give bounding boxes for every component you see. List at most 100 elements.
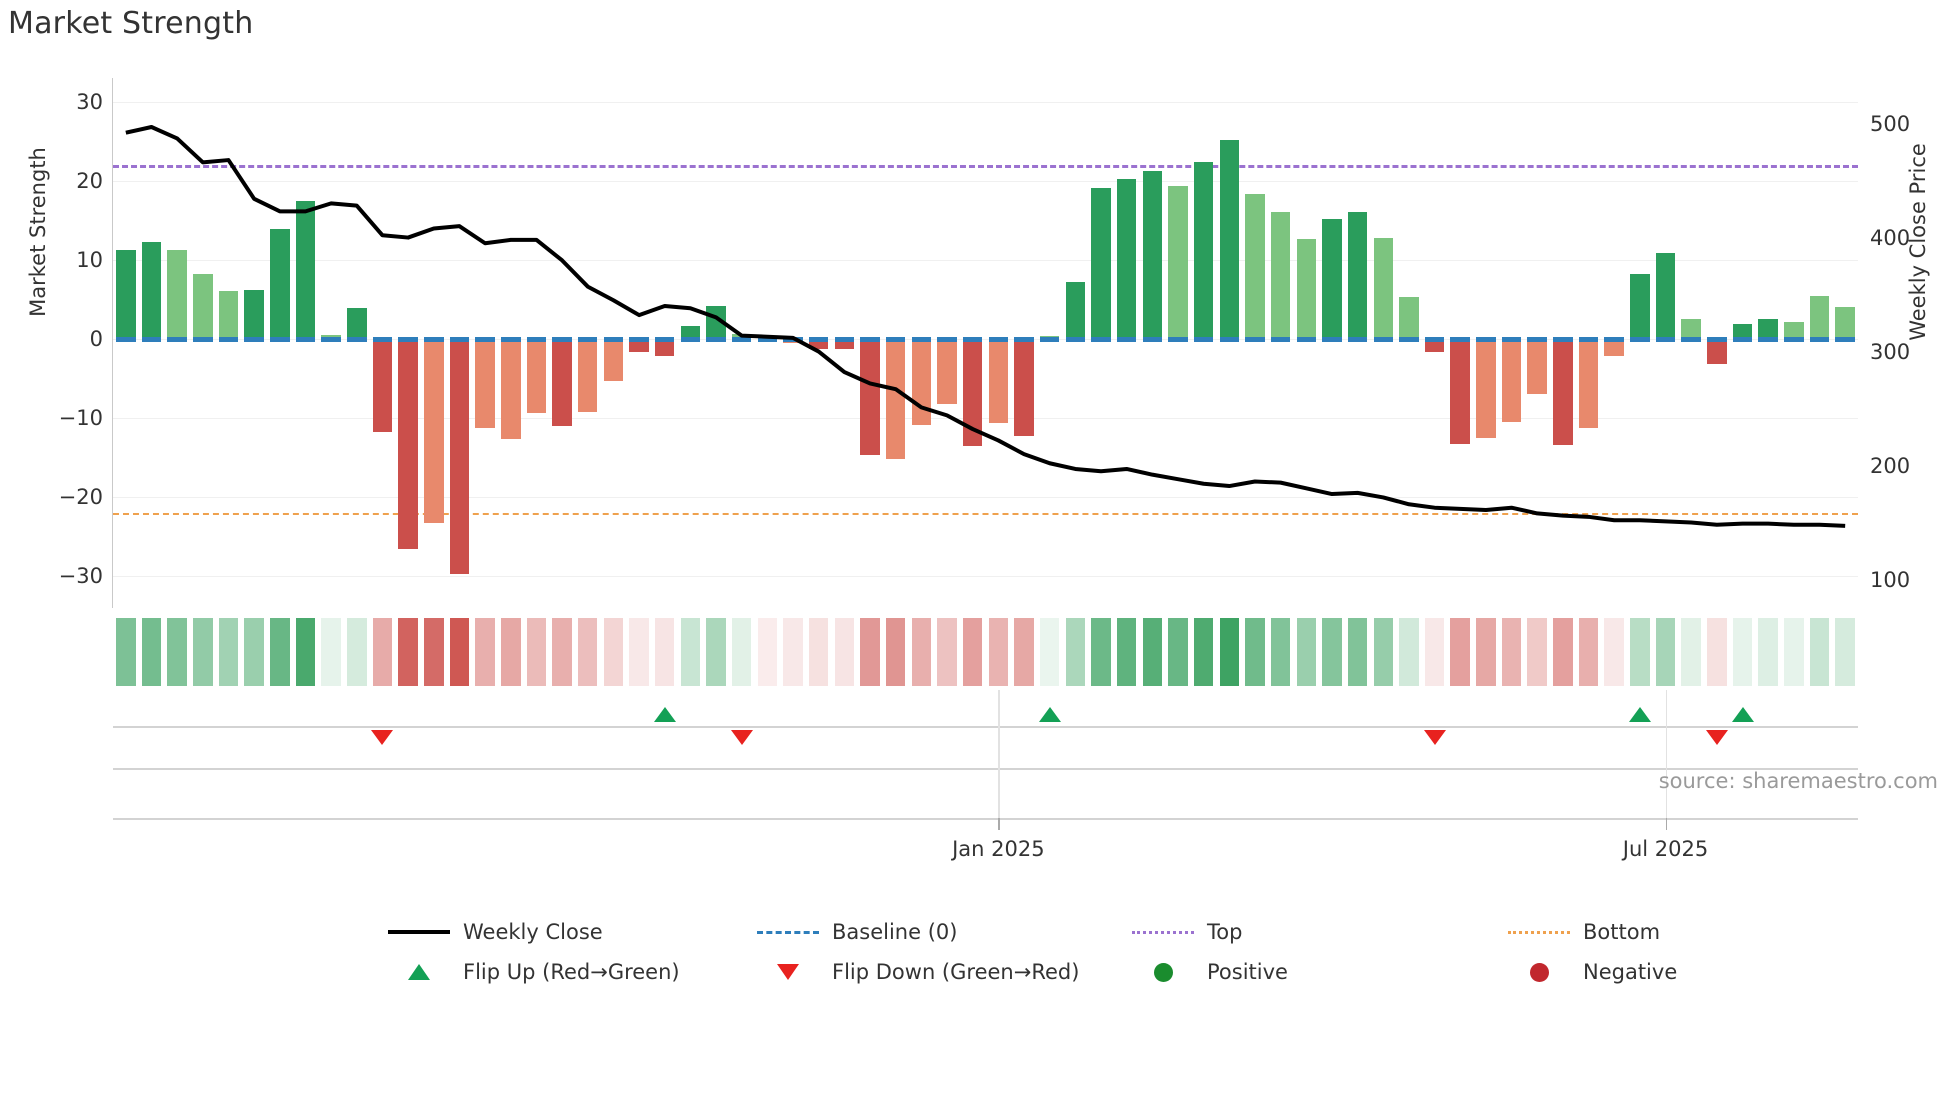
heat-cell[interactable]: [193, 618, 213, 686]
legend-item-negative[interactable]: Negative: [1508, 960, 1677, 984]
bar[interactable]: [1732, 324, 1753, 340]
heat-cell[interactable]: [757, 618, 778, 686]
bar[interactable]: [1476, 339, 1496, 438]
bar[interactable]: [167, 250, 187, 340]
bar[interactable]: [1347, 211, 1368, 340]
bar[interactable]: [937, 339, 957, 404]
bar[interactable]: [347, 308, 367, 340]
heat-cell[interactable]: [1168, 618, 1188, 686]
bar[interactable]: [603, 339, 624, 381]
heat-cell[interactable]: [501, 618, 521, 686]
bar[interactable]: [1270, 211, 1291, 340]
heat-cell[interactable]: [1399, 618, 1419, 686]
heat-cell[interactable]: [860, 618, 880, 686]
heat-cell[interactable]: [1809, 618, 1830, 686]
heat-cell[interactable]: [885, 618, 906, 686]
heat-cell[interactable]: [1193, 618, 1214, 686]
bar[interactable]: [1835, 306, 1855, 340]
flip-up-marker[interactable]: [1628, 707, 1651, 722]
heat-cell[interactable]: [295, 618, 316, 686]
heat-cell[interactable]: [1065, 618, 1086, 686]
heat-cell[interactable]: [244, 618, 264, 686]
heat-cell[interactable]: [1116, 618, 1137, 686]
bar[interactable]: [988, 339, 1009, 423]
bar[interactable]: [1116, 179, 1137, 340]
heat-cell[interactable]: [1347, 618, 1368, 686]
bar[interactable]: [680, 325, 701, 340]
heat-cell[interactable]: [321, 618, 341, 686]
heat-cell[interactable]: [1296, 618, 1317, 686]
heat-cell[interactable]: [808, 618, 829, 686]
heat-cell[interactable]: [988, 618, 1009, 686]
bar[interactable]: [552, 339, 572, 427]
heat-cell[interactable]: [270, 618, 290, 686]
heat-cell[interactable]: [526, 618, 547, 686]
heat-cell[interactable]: [449, 618, 470, 686]
heat-cell[interactable]: [1732, 618, 1753, 686]
bar[interactable]: [218, 290, 239, 340]
bar[interactable]: [1296, 239, 1317, 340]
heat-cell[interactable]: [962, 618, 983, 686]
bar[interactable]: [449, 339, 470, 574]
bar[interactable]: [1681, 319, 1701, 340]
flip-down-marker[interactable]: [1423, 730, 1446, 745]
bar[interactable]: [629, 339, 649, 352]
heat-cell[interactable]: [834, 618, 855, 686]
legend-item-bottom[interactable]: Bottom: [1508, 920, 1660, 944]
flip-up-marker[interactable]: [1731, 707, 1754, 722]
heat-cell[interactable]: [1604, 618, 1624, 686]
heat-cell[interactable]: [1501, 618, 1522, 686]
heat-cell[interactable]: [1142, 618, 1163, 686]
bar[interactable]: [1707, 339, 1727, 364]
bar[interactable]: [577, 339, 598, 412]
heat-cell[interactable]: [1527, 618, 1547, 686]
legend-item-baseline[interactable]: Baseline (0): [757, 920, 957, 944]
heat-cell[interactable]: [1681, 618, 1701, 686]
heat-cell[interactable]: [1219, 618, 1240, 686]
heat-cell[interactable]: [475, 618, 495, 686]
bar[interactable]: [1501, 339, 1522, 423]
heat-cell[interactable]: [629, 618, 649, 686]
flip-up-marker[interactable]: [653, 707, 676, 722]
heat-cell[interactable]: [1476, 618, 1496, 686]
bar[interactable]: [1193, 161, 1214, 340]
legend-item-flip-up[interactable]: Flip Up (Red→Green): [388, 960, 680, 984]
legend-item-top[interactable]: Top: [1132, 920, 1242, 944]
heat-cell[interactable]: [141, 618, 162, 686]
bar[interactable]: [1014, 339, 1034, 437]
heat-cell[interactable]: [603, 618, 624, 686]
heat-cell[interactable]: [116, 618, 136, 686]
bar[interactable]: [834, 339, 855, 349]
bar[interactable]: [1450, 339, 1470, 445]
bar[interactable]: [962, 339, 983, 446]
heat-cell[interactable]: [577, 618, 598, 686]
heat-cell[interactable]: [372, 618, 393, 686]
heat-cell[interactable]: [1322, 618, 1342, 686]
heat-cell[interactable]: [1039, 618, 1060, 686]
bar[interactable]: [141, 241, 162, 340]
heat-cell[interactable]: [167, 618, 187, 686]
bar[interactable]: [1373, 237, 1393, 340]
heat-cell[interactable]: [654, 618, 675, 686]
bar[interactable]: [295, 201, 316, 340]
heat-cell[interactable]: [1373, 618, 1393, 686]
heat-cell[interactable]: [398, 618, 418, 686]
bar[interactable]: [244, 290, 264, 340]
heat-cell[interactable]: [731, 618, 752, 686]
bar[interactable]: [1809, 296, 1830, 340]
bar[interactable]: [1168, 186, 1188, 340]
flip-up-marker[interactable]: [1038, 707, 1061, 722]
bar[interactable]: [885, 339, 906, 460]
bar[interactable]: [1578, 339, 1599, 428]
heat-cell[interactable]: [552, 618, 572, 686]
heat-cell[interactable]: [1630, 618, 1650, 686]
bar[interactable]: [116, 250, 136, 340]
bar[interactable]: [1553, 339, 1573, 446]
bar[interactable]: [1219, 139, 1240, 340]
bar[interactable]: [1322, 218, 1342, 340]
bar[interactable]: [1758, 319, 1778, 340]
heat-cell[interactable]: [1014, 618, 1034, 686]
bar[interactable]: [1655, 252, 1676, 340]
flip-down-marker[interactable]: [1705, 730, 1728, 745]
legend-item-flip-down[interactable]: Flip Down (Green→Red): [757, 960, 1079, 984]
